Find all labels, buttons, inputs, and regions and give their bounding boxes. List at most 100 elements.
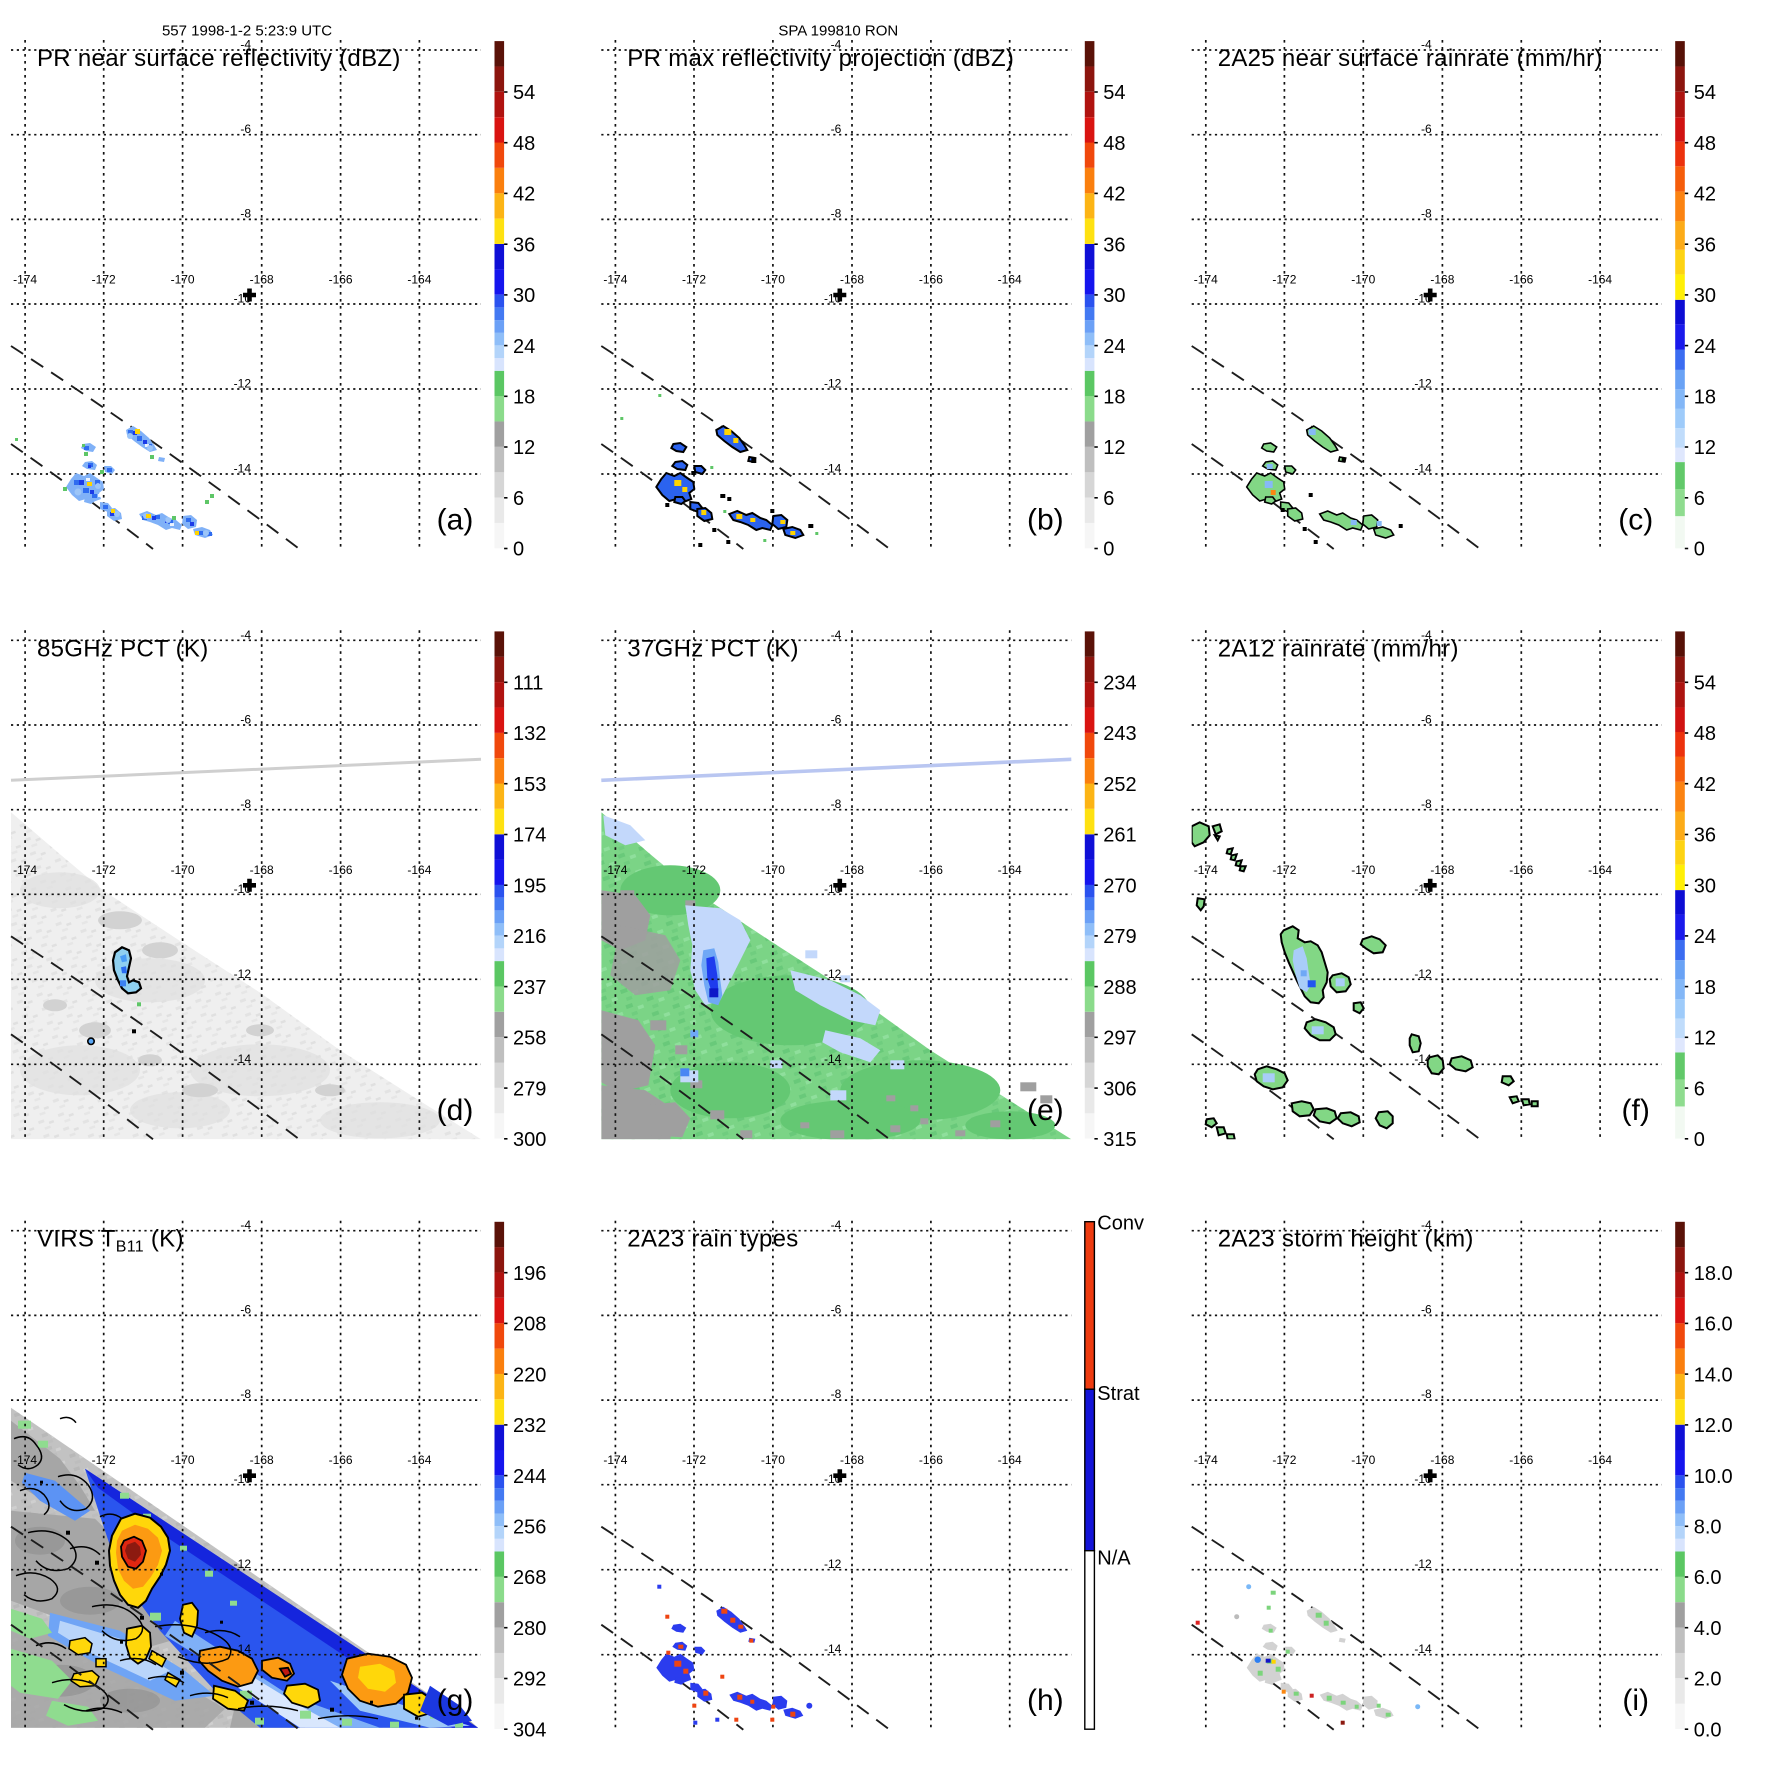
svg-text:0: 0: [1694, 1129, 1705, 1151]
svg-text:261: 261: [1103, 825, 1136, 847]
svg-text:0.0: 0.0: [1694, 1719, 1722, 1741]
svg-text:18: 18: [1694, 387, 1716, 409]
svg-text:6: 6: [1694, 1078, 1705, 1100]
svg-text:132: 132: [513, 723, 546, 745]
svg-text:304: 304: [513, 1719, 546, 1741]
svg-text:PR max reflectivity projection: PR max reflectivity projection (dBZ): [627, 45, 1014, 72]
svg-text:42: 42: [1694, 774, 1716, 796]
svg-text:24: 24: [1694, 336, 1716, 358]
svg-text:0: 0: [1103, 539, 1114, 561]
svg-text:12: 12: [1694, 1028, 1716, 1050]
svg-text:(b): (b): [1027, 504, 1064, 537]
svg-text:42: 42: [1694, 184, 1716, 206]
svg-text:243: 243: [1103, 723, 1136, 745]
svg-text:153: 153: [513, 774, 546, 796]
svg-text:196: 196: [513, 1263, 546, 1285]
svg-text:195: 195: [513, 875, 546, 897]
svg-text:(i): (i): [1622, 1684, 1649, 1717]
svg-text:208: 208: [513, 1314, 546, 1336]
svg-text:24: 24: [1694, 926, 1716, 948]
svg-text:18: 18: [1103, 387, 1125, 409]
svg-text:(a): (a): [437, 504, 474, 537]
svg-text:30: 30: [513, 285, 535, 307]
svg-text:36: 36: [513, 234, 535, 256]
svg-text:42: 42: [1103, 184, 1125, 206]
svg-text:(c): (c): [1618, 504, 1653, 537]
svg-text:36: 36: [1694, 234, 1716, 256]
svg-text:270: 270: [1103, 875, 1136, 897]
svg-text:48: 48: [513, 133, 535, 155]
svg-text:297: 297: [1103, 1028, 1136, 1050]
svg-text:6: 6: [513, 488, 524, 510]
svg-text:300: 300: [513, 1129, 546, 1151]
svg-text:244: 244: [513, 1466, 546, 1488]
svg-text:6.0: 6.0: [1694, 1567, 1722, 1589]
svg-text:256: 256: [513, 1517, 546, 1539]
svg-text:12.0: 12.0: [1694, 1415, 1733, 1437]
svg-text:48: 48: [1694, 723, 1716, 745]
svg-text:280: 280: [513, 1618, 546, 1640]
svg-text:37GHz PCT (K): 37GHz PCT (K): [627, 635, 799, 662]
svg-text:234: 234: [1103, 673, 1136, 695]
svg-text:237: 237: [513, 977, 546, 999]
svg-text:6: 6: [1694, 488, 1705, 510]
svg-text:24: 24: [1103, 336, 1125, 358]
svg-text:0: 0: [1694, 539, 1705, 561]
svg-text:232: 232: [513, 1415, 546, 1437]
svg-text:0: 0: [513, 539, 524, 561]
svg-text:16.0: 16.0: [1694, 1314, 1733, 1336]
svg-text:12: 12: [1103, 437, 1125, 459]
svg-text:48: 48: [1103, 133, 1125, 155]
svg-text:18: 18: [513, 387, 535, 409]
svg-text:288: 288: [1103, 977, 1136, 999]
svg-text:24: 24: [513, 336, 535, 358]
svg-text:292: 292: [513, 1669, 546, 1691]
svg-text:268: 268: [513, 1567, 546, 1589]
svg-text:SPA 199810 RON: SPA 199810 RON: [778, 23, 898, 40]
svg-text:2A23 rain types: 2A23 rain types: [627, 1226, 798, 1253]
svg-text:8.0: 8.0: [1694, 1517, 1722, 1539]
svg-text:14.0: 14.0: [1694, 1364, 1733, 1386]
svg-text:2A12 rainrate (mm/hr): 2A12 rainrate (mm/hr): [1218, 635, 1459, 662]
svg-text:315: 315: [1103, 1129, 1136, 1151]
svg-text:216: 216: [513, 926, 546, 948]
svg-text:(d): (d): [437, 1094, 474, 1127]
svg-text:2.0: 2.0: [1694, 1669, 1722, 1691]
svg-text:(h): (h): [1027, 1684, 1064, 1717]
svg-text:PR near surface reflectivity (: PR near surface reflectivity (dBZ): [37, 45, 401, 72]
svg-text:252: 252: [1103, 774, 1136, 796]
svg-text:48: 48: [1694, 133, 1716, 155]
svg-text:12: 12: [1694, 437, 1716, 459]
svg-text:174: 174: [513, 825, 546, 847]
svg-text:258: 258: [513, 1028, 546, 1050]
svg-text:36: 36: [1103, 234, 1125, 256]
svg-text:85GHz PCT (K): 85GHz PCT (K): [37, 635, 209, 662]
svg-text:18.0: 18.0: [1694, 1263, 1733, 1285]
svg-text:111: 111: [513, 673, 543, 695]
svg-text:18: 18: [1694, 977, 1716, 999]
svg-text:2A23 storm height (km): 2A23 storm height (km): [1218, 1226, 1474, 1253]
svg-text:10.0: 10.0: [1694, 1466, 1733, 1488]
svg-text:54: 54: [1694, 673, 1716, 695]
svg-text:Conv: Conv: [1097, 1213, 1144, 1235]
svg-text:54: 54: [1694, 82, 1716, 104]
svg-text:30: 30: [1694, 875, 1716, 897]
svg-text:4.0: 4.0: [1694, 1618, 1722, 1640]
svg-text:557 1998-1-2 5:23:9 UTC: 557 1998-1-2 5:23:9 UTC: [162, 23, 332, 40]
svg-text:220: 220: [513, 1364, 546, 1386]
svg-text:(g): (g): [437, 1684, 474, 1717]
svg-text:Strat: Strat: [1097, 1383, 1140, 1405]
svg-text:279: 279: [513, 1078, 546, 1100]
svg-text:36: 36: [1694, 825, 1716, 847]
svg-text:306: 306: [1103, 1078, 1136, 1100]
svg-text:VIRS TB11 (K): VIRS TB11 (K): [37, 1226, 184, 1256]
svg-text:6: 6: [1103, 488, 1114, 510]
svg-text:30: 30: [1694, 285, 1716, 307]
svg-text:42: 42: [513, 184, 535, 206]
svg-text:(e): (e): [1027, 1094, 1064, 1127]
svg-text:30: 30: [1103, 285, 1125, 307]
svg-text:54: 54: [513, 82, 535, 104]
svg-text:N/A: N/A: [1097, 1548, 1131, 1570]
svg-text:279: 279: [1103, 926, 1136, 948]
svg-text:12: 12: [513, 437, 535, 459]
